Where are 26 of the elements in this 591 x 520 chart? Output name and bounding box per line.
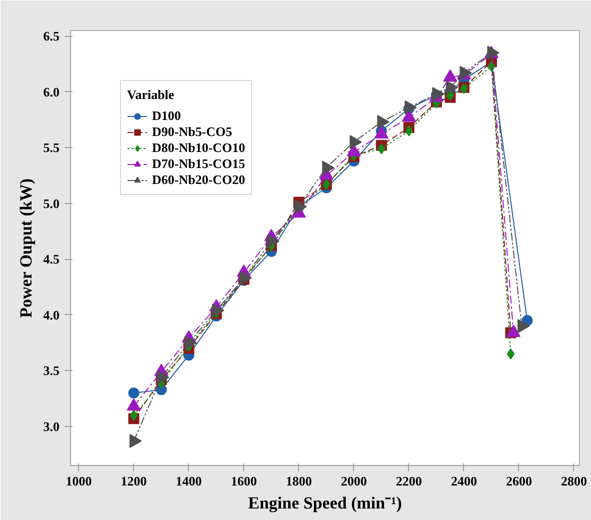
x-tick-label: 2000 [340,474,367,488]
legend-title: Variable [127,87,176,103]
x-tick-label: 1800 [286,474,312,488]
legend-label: D100 [152,108,181,124]
x-tick-label: 2400 [450,474,477,488]
x-tick-label: 2200 [396,474,422,488]
y-tick-label: 4.5 [43,252,60,267]
x-tick-label: 2600 [506,474,532,488]
legend-label: D90-Nb5-CO5 [152,124,232,140]
x-axis-title: Engine Speed (min⁻¹) [248,494,402,512]
y-tick-label: 5.5 [43,140,60,156]
y-tick-label: 6.5 [43,28,60,44]
x-tick-label: 1000 [66,474,92,488]
y-tick-label: 6.0 [43,84,60,100]
y-tick-label: 3.0 [43,418,60,434]
y-tick-label: 3.5 [43,363,60,378]
x-tick-label: 1400 [176,474,202,488]
y-axis-title: Power Ouput (kW) [16,178,36,318]
x-tick-label: 2800 [560,474,587,488]
legend-label: D80-Nb10-CO10 [152,140,246,156]
x-tick-label: 1200 [120,474,147,488]
y-tick-label: 4.0 [43,307,60,322]
x-tick-label: 1600 [230,474,257,488]
legend-label: D60-Nb20-CO20 [152,172,246,188]
y-tick-label: 5.0 [43,196,60,211]
legend-label: D70-Nb15-CO15 [152,156,246,172]
